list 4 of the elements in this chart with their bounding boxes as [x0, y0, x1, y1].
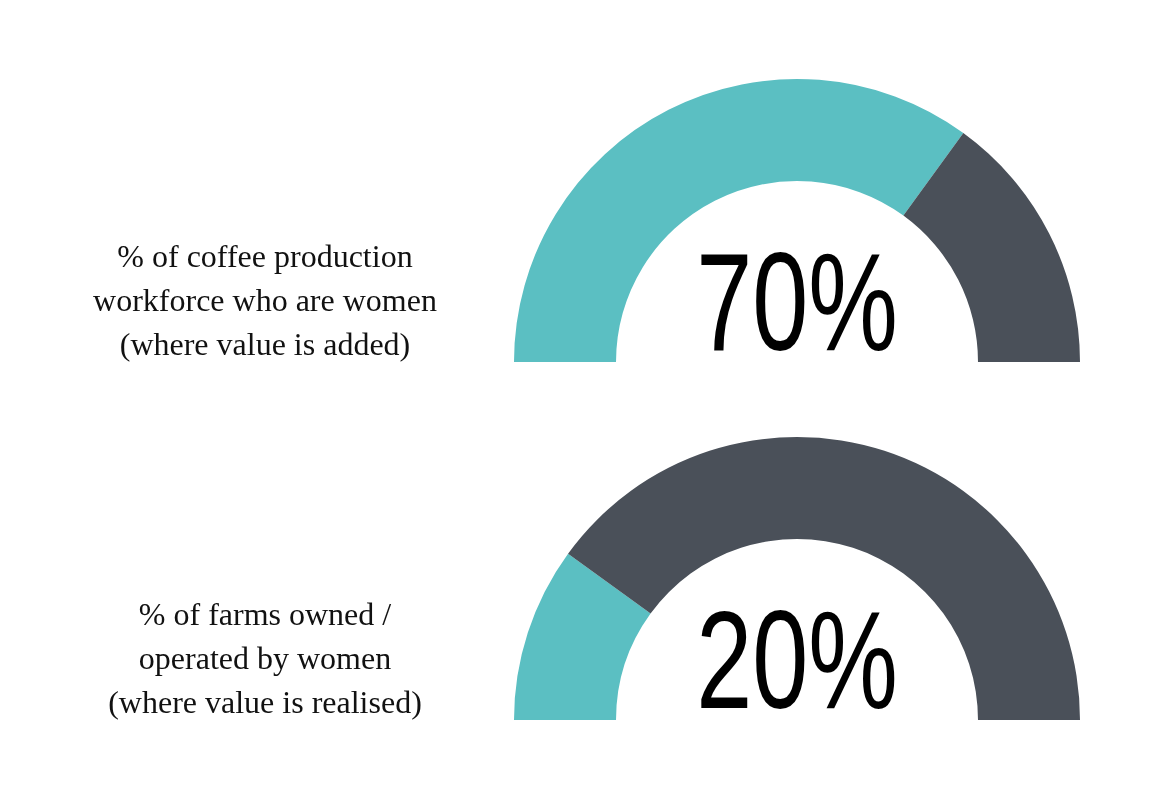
text: 70%: [696, 223, 898, 380]
text: 20%: [696, 581, 898, 738]
text: % of coffee production workforce who are women (where value is added): [93, 238, 437, 362]
text: % of farms owned / operated by women (where value is realised): [108, 596, 422, 720]
